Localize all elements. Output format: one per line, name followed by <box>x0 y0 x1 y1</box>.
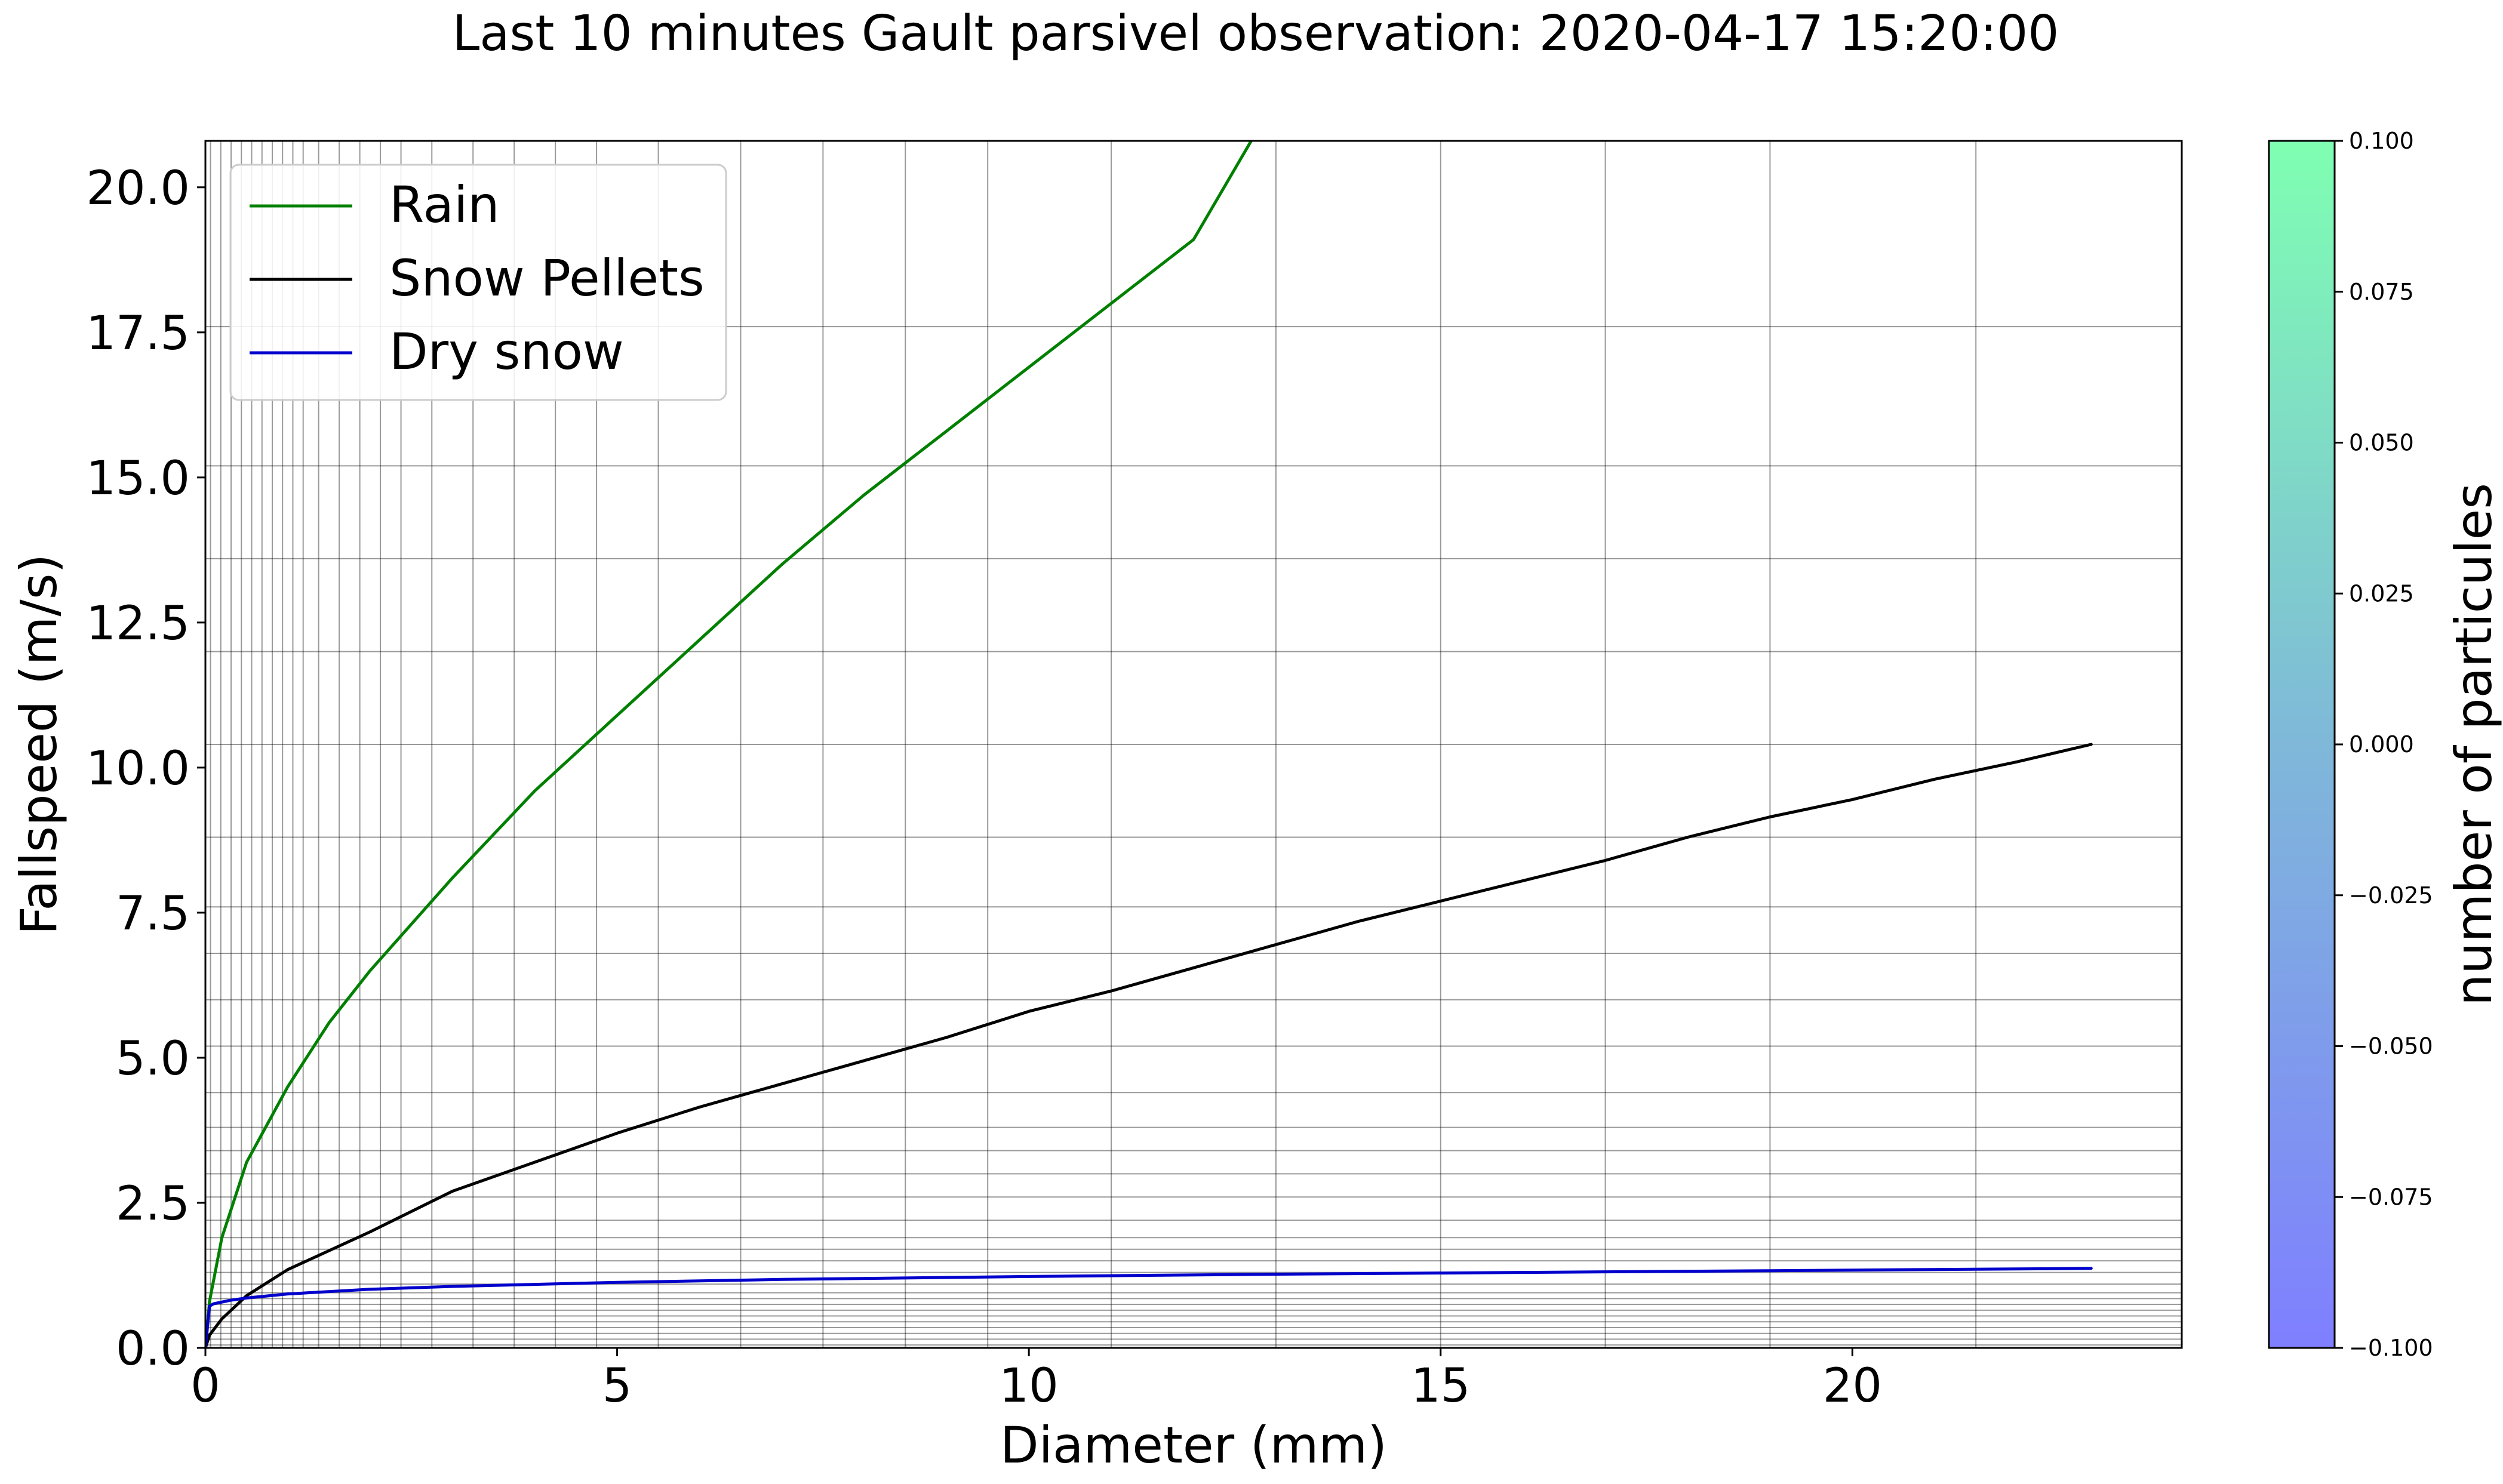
y-tick-label: 7.5 <box>116 887 190 941</box>
colorbar: 0.100 0.075 0.050 0.025 0.000 −0.025 −0.050 −0.… <box>2268 128 2503 1361</box>
x-tick-label: 15 <box>1411 1359 1470 1413</box>
colorbar-fill <box>2268 140 2336 1349</box>
colorbar-tick-label: −0.075 <box>2349 1184 2433 1210</box>
x-tick-label: 20 <box>1823 1359 1882 1413</box>
colorbar-ticks: 0.100 0.075 0.050 0.025 0.000 −0.025 −0.050 −0.… <box>2335 128 2433 1361</box>
y-axis-ticks: 0.0 2.5 5.0 7.5 10.0 12.5 15.0 17.5 20.0 <box>86 162 205 1376</box>
legend-label-rain: Rain <box>389 176 500 234</box>
x-axis-ticks: 0 5 10 15 20 <box>190 1348 1882 1413</box>
x-tick-label: 0 <box>190 1359 220 1413</box>
y-tick-label: 17.5 <box>86 307 190 361</box>
plot-frame <box>204 140 2183 1349</box>
colorbar-tick-label: −0.050 <box>2349 1033 2433 1060</box>
x-axis-label: Diameter (mm) <box>1000 1416 1387 1474</box>
y-tick-label: 10.0 <box>86 742 190 796</box>
series-line-snow-pellets <box>205 743 2093 1348</box>
y-axis-label: Fallspeed (m/s) <box>10 554 68 935</box>
colorbar-tick-label: 0.025 <box>2349 580 2414 606</box>
y-tick-label: 0.0 <box>116 1322 190 1376</box>
legend-label-snow-pellets: Snow Pellets <box>389 249 705 307</box>
colorbar-tick-label: 0.050 <box>2349 430 2414 456</box>
colorbar-tick-label: −0.100 <box>2349 1335 2433 1361</box>
y-tick-label: 5.0 <box>116 1032 190 1086</box>
colorbar-tick-label: 0.075 <box>2349 279 2414 305</box>
series-line-dry-snow <box>205 1267 2093 1348</box>
legend-box <box>229 164 727 401</box>
colorbar-tick-label: 0.000 <box>2349 731 2414 758</box>
legend-label-dry-snow: Dry snow <box>389 322 624 381</box>
y-grid-lines <box>205 140 2182 1346</box>
colorbar-label: number of particules <box>2444 483 2503 1006</box>
y-tick-label: 20.0 <box>86 162 190 215</box>
series-lines <box>205 141 2093 1348</box>
x-tick-label: 5 <box>602 1359 632 1413</box>
x-tick-label: 10 <box>1000 1359 1059 1413</box>
chart-title: Last 10 minutes Gault parsivel observati… <box>453 5 2059 62</box>
y-tick-label: 12.5 <box>86 597 190 651</box>
y-tick-label: 15.0 <box>86 452 190 506</box>
colorbar-tick-label: −0.025 <box>2349 882 2433 909</box>
colorbar-tick-label: 0.100 <box>2349 128 2414 154</box>
y-tick-label: 2.5 <box>116 1177 190 1231</box>
legend: Rain Snow Pellets Dry snow <box>229 164 727 401</box>
series-line-rain <box>205 141 1253 1348</box>
